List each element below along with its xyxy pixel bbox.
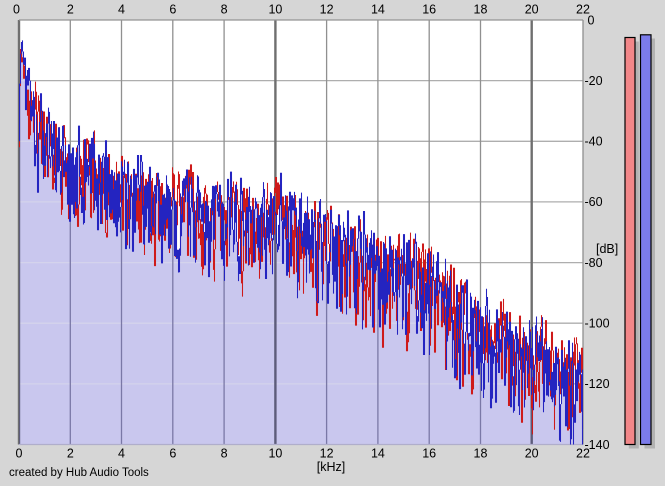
svg-text:12: 12: [320, 447, 334, 461]
svg-text:-20: -20: [585, 74, 603, 88]
svg-text:-80: -80: [585, 256, 603, 270]
svg-text:16: 16: [422, 3, 436, 17]
svg-text:6: 6: [169, 447, 176, 461]
svg-text:6: 6: [169, 3, 176, 17]
svg-text:[kHz]: [kHz]: [317, 460, 345, 474]
svg-text:created by Hub Audio Tools: created by Hub Audio Tools: [9, 467, 149, 479]
svg-text:4: 4: [118, 447, 125, 461]
svg-text:14: 14: [371, 447, 385, 461]
svg-text:0: 0: [588, 13, 595, 27]
svg-text:20: 20: [525, 447, 539, 461]
svg-text:2: 2: [67, 447, 74, 461]
svg-text:8: 8: [221, 447, 228, 461]
svg-text:2: 2: [67, 3, 74, 17]
svg-text:12: 12: [320, 3, 334, 17]
svg-text:22: 22: [576, 3, 590, 17]
svg-text:-120: -120: [585, 377, 610, 391]
svg-text:18: 18: [474, 3, 488, 17]
svg-text:10: 10: [268, 447, 282, 461]
svg-text:-100: -100: [585, 317, 610, 331]
svg-text:-40: -40: [585, 135, 603, 149]
svg-text:-60: -60: [585, 195, 603, 209]
svg-text:0: 0: [16, 447, 23, 461]
svg-text:18: 18: [474, 447, 488, 461]
svg-text:4: 4: [118, 3, 125, 17]
svg-text:-140: -140: [585, 438, 610, 452]
svg-text:14: 14: [371, 3, 385, 17]
svg-text:[dB]: [dB]: [596, 242, 618, 256]
svg-text:16: 16: [422, 447, 436, 461]
svg-text:22: 22: [576, 447, 590, 461]
svg-text:0: 0: [13, 3, 20, 17]
svg-text:20: 20: [525, 3, 539, 17]
svg-text:10: 10: [268, 3, 282, 17]
svg-text:8: 8: [221, 3, 228, 17]
